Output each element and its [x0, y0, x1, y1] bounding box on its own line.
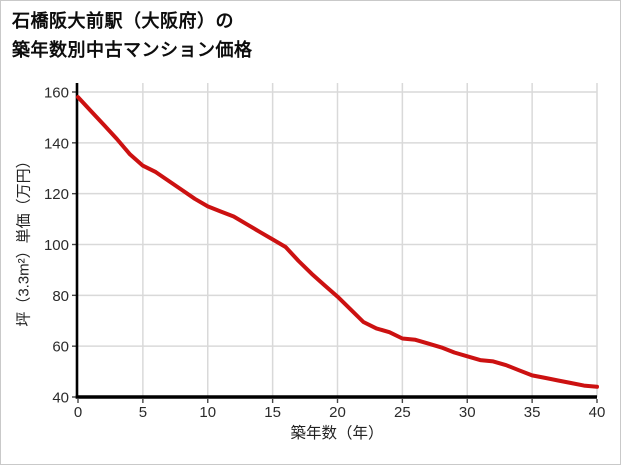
x-tick-label: 25 — [394, 404, 411, 421]
x-tick-label: 10 — [199, 404, 216, 421]
y-tick-label: 40 — [52, 390, 69, 407]
x-tick-label: 35 — [524, 404, 541, 421]
y-axis-label: 坪（3.3m²）単価（万円） — [15, 153, 33, 327]
price-line-series — [76, 95, 599, 389]
y-tick-label: 80 — [52, 288, 69, 305]
y-tick-label: 60 — [52, 339, 69, 356]
x-tick-label: 20 — [329, 404, 346, 421]
chart-title-line2: 築年数別中古マンション価格 — [12, 40, 253, 60]
y-tick-label: 140 — [44, 135, 69, 152]
y-tick-label: 120 — [44, 186, 69, 203]
chart-title-line1: 石橋阪大前駅（大阪府）の — [12, 11, 234, 31]
x-tick-label: 30 — [459, 404, 476, 421]
x-tick-label: 0 — [74, 404, 82, 421]
chart-title: 石橋阪大前駅（大阪府）の 築年数別中古マンション価格 — [12, 7, 253, 65]
x-axis-label: 築年数（年） — [290, 425, 384, 442]
y-tick-label: 160 — [44, 85, 69, 102]
x-tick-label: 5 — [139, 404, 147, 421]
y-tick-label: 100 — [44, 237, 69, 254]
x-tick-label: 15 — [264, 404, 281, 421]
x-tick-label: 40 — [589, 404, 606, 421]
